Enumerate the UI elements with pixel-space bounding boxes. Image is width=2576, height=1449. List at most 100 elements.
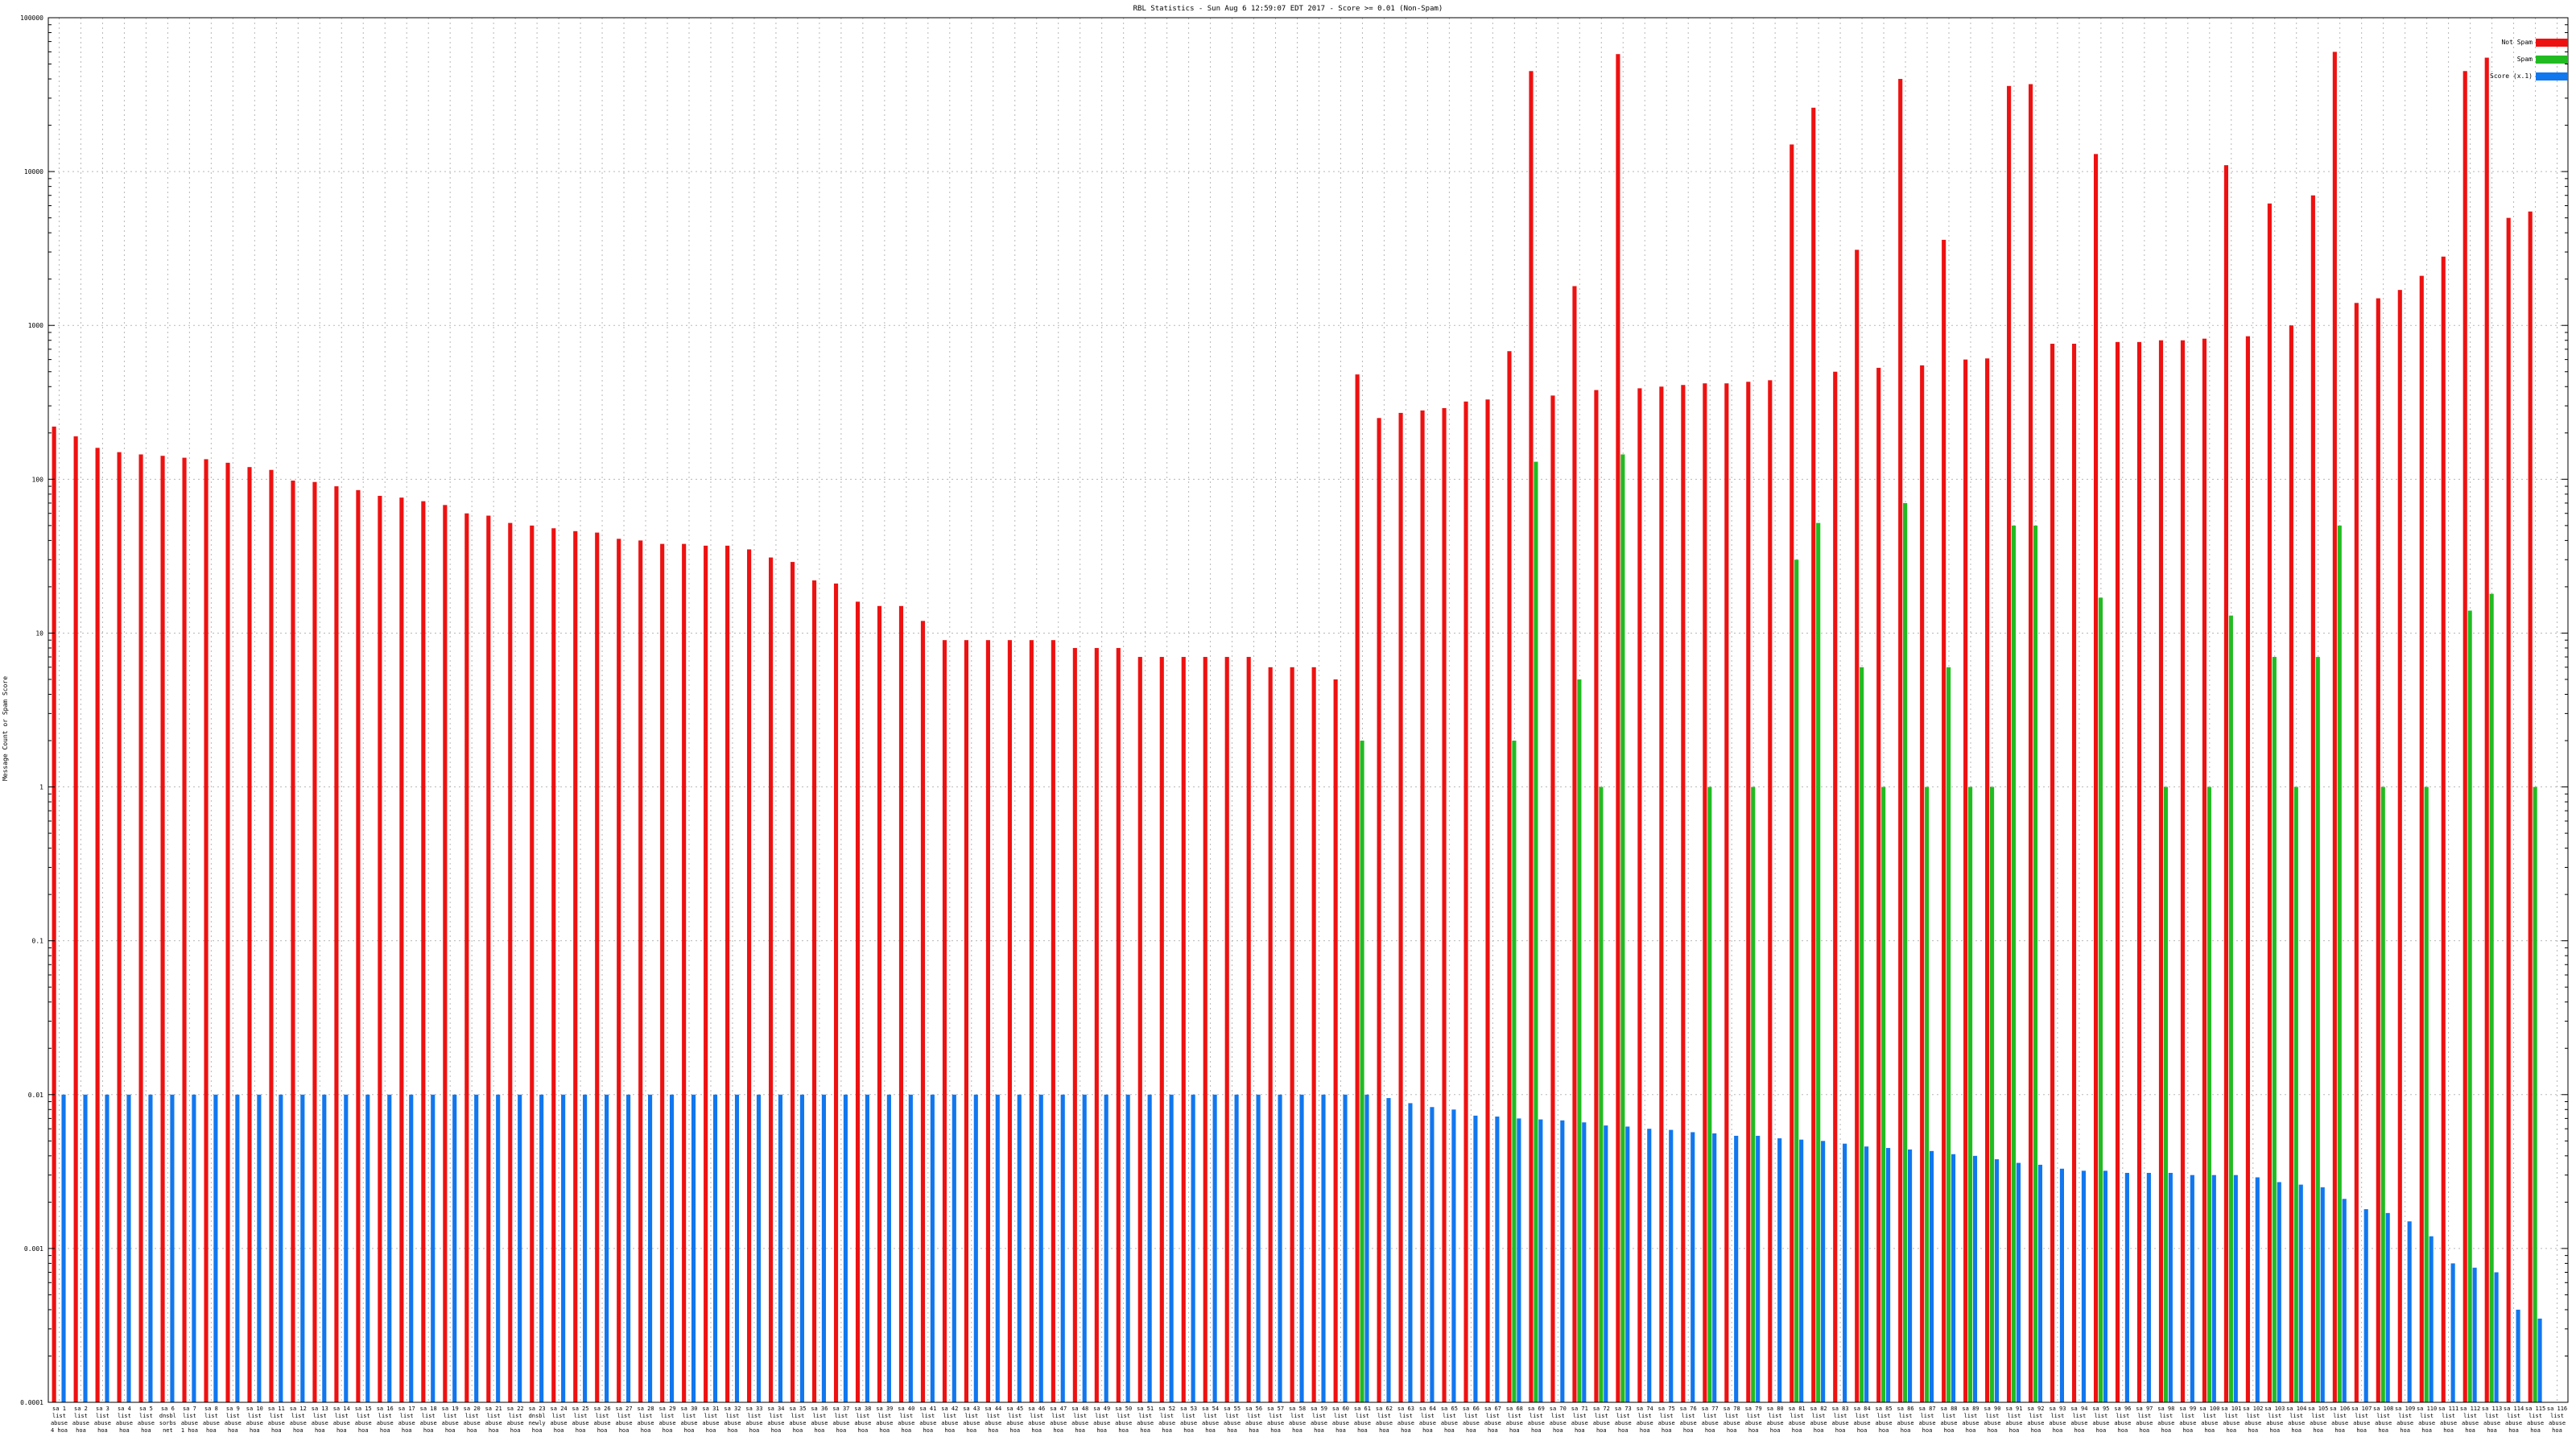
x-tick-label-line: list <box>1551 1413 1565 1419</box>
x-tick-label-line: list <box>2529 1413 2542 1419</box>
not-spam-bar <box>1659 386 1664 1403</box>
not-spam-bar <box>551 528 556 1402</box>
score-bar <box>148 1094 153 1402</box>
not-spam-bar <box>1290 667 1294 1402</box>
score-bar <box>1191 1094 1195 1402</box>
x-tick-label-line: sorbs <box>159 1420 176 1426</box>
x-tick-label-line: sa 55 <box>1224 1406 1241 1412</box>
x-tick-label-line: list <box>2094 1413 2107 1419</box>
x-tick-label-line: list <box>1964 1413 1978 1419</box>
x-tick-label-line: hoa <box>1988 1427 1998 1434</box>
spam-bar <box>1925 786 1930 1402</box>
x-tick-label-line: sa 11 <box>268 1406 285 1412</box>
x-tick-label-line: list <box>2268 1413 2281 1419</box>
x-tick-label: sa 61 list abuse hoa <box>1354 1406 1371 1434</box>
score-bar <box>930 1094 935 1402</box>
spam-bar <box>1360 741 1364 1402</box>
not-spam-bar <box>1898 79 1903 1402</box>
score-bar <box>2081 1170 2086 1402</box>
not-spam-bar <box>2441 256 2446 1402</box>
spam-bar <box>1903 502 1908 1403</box>
x-tick-label-line: abuse <box>1484 1420 1501 1426</box>
spam-bar <box>2033 525 2038 1402</box>
x-tick-label-line: dnsbl <box>159 1413 176 1419</box>
x-tick-label: sa 90 list abuse hoa <box>1984 1406 2000 1434</box>
x-tick-label-line: list <box>1030 1413 1043 1419</box>
x-tick-label-line: sa 48 <box>1071 1406 1088 1412</box>
not-spam-bar <box>464 513 469 1402</box>
x-tick-label-line: hoa <box>119 1427 130 1434</box>
x-tick-label: sa 41 list abuse hoa <box>919 1406 936 1434</box>
x-tick-label-line: hoa <box>250 1427 260 1434</box>
x-tick-label-line: list <box>139 1413 153 1419</box>
not-spam-bar <box>2180 340 2186 1402</box>
not-spam-bar <box>52 426 56 1402</box>
spam-bar <box>1860 667 1864 1402</box>
not-spam-bar <box>2376 298 2380 1402</box>
x-tick-label-line: list <box>74 1413 88 1419</box>
x-tick-label: sa 82 list abuse hoa <box>1810 1406 1827 1434</box>
x-tick-label-line: hoa <box>2226 1427 2236 1434</box>
not-spam-bar <box>117 452 122 1402</box>
x-tick-label-line: hoa <box>793 1427 803 1434</box>
not-spam-bar <box>269 469 274 1402</box>
x-tick-label-line: 1 hoa <box>181 1427 198 1434</box>
x-tick-label-line: hoa <box>510 1427 521 1434</box>
x-tick-label-line: hoa <box>880 1427 890 1434</box>
x-tick-label-line: list <box>2420 1413 2434 1419</box>
x-tick-label-line: list <box>487 1413 501 1419</box>
x-tick-label-line: list <box>1486 1413 1500 1419</box>
score-bar <box>2211 1174 2216 1402</box>
x-tick-label-line: hoa <box>2140 1427 2150 1434</box>
legend-label-spam: Spam <box>2517 56 2533 63</box>
x-tick-label-line: sa 21 <box>485 1406 502 1412</box>
x-tick-label: sa 65 list abuse hoa <box>1441 1406 1458 1434</box>
x-tick-label-line: list <box>357 1413 370 1419</box>
score-bar <box>605 1094 609 1402</box>
score-bar <box>1690 1132 1695 1402</box>
x-tick-label-line: hoa <box>2269 1427 2280 1434</box>
score-bar <box>756 1094 762 1402</box>
x-tick-label-line: sa 85 <box>1876 1406 1893 1412</box>
score-bar <box>1994 1159 2000 1402</box>
x-tick-label-line: sa 95 <box>2092 1406 2109 1412</box>
score-bar <box>843 1094 848 1402</box>
x-tick-label-line: sa 36 <box>811 1406 828 1412</box>
x-tick-label-line: sa 98 <box>2157 1406 2174 1412</box>
x-tick-label-line: list <box>1138 1413 1152 1419</box>
not-spam-bar <box>920 621 926 1402</box>
x-tick-label-line: hoa <box>2465 1427 2475 1434</box>
x-tick-label: sa 63 list abuse hoa <box>1397 1406 1414 1434</box>
x-tick-label-line: abuse <box>1419 1420 1436 1426</box>
x-tick-label-line: sa 105 <box>2308 1406 2328 1412</box>
x-tick-label-line: dnsbl <box>529 1413 546 1419</box>
x-tick-label-line: list <box>2008 1413 2021 1419</box>
score-bar <box>1451 1109 1456 1402</box>
x-tick-label: sa 32 list abuse hoa <box>724 1406 741 1434</box>
score-bar <box>2277 1182 2281 1402</box>
x-tick-label: sa 112 list abuse hoa <box>2460 1406 2480 1434</box>
score-bar <box>344 1094 349 1402</box>
x-tick-label-line: hoa <box>2443 1427 2454 1434</box>
x-tick-label-line: hoa <box>1922 1427 1933 1434</box>
x-tick-label: sa 44 list abuse hoa <box>985 1406 1001 1434</box>
score-bar <box>1517 1118 1521 1402</box>
spam-bar <box>2467 610 2472 1402</box>
x-tick-label-line: list <box>2355 1413 2368 1419</box>
x-tick-label-line: abuse <box>2266 1420 2283 1426</box>
x-tick-label-line: abuse <box>919 1420 936 1426</box>
x-tick-label-line: abuse <box>2440 1420 2457 1426</box>
score-bar <box>2255 1177 2260 1402</box>
not-spam-bar <box>833 583 839 1402</box>
x-tick-label-line: abuse <box>1550 1420 1567 1426</box>
score-bar <box>1321 1094 1326 1402</box>
x-tick-label-line: hoa <box>858 1427 869 1434</box>
spam-bar <box>2337 525 2342 1402</box>
x-tick-label: sa 99 list abuse hoa <box>2179 1406 2196 1434</box>
not-spam-bar <box>942 640 947 1402</box>
x-tick-label-line: sa 4 <box>118 1406 131 1412</box>
x-tick-label-line: sa 109 <box>2395 1406 2415 1412</box>
x-tick-label-line: abuse <box>2114 1420 2131 1426</box>
x-tick-label-line: sa 91 <box>2005 1406 2022 1412</box>
x-tick-label-line: list <box>1356 1413 1369 1419</box>
